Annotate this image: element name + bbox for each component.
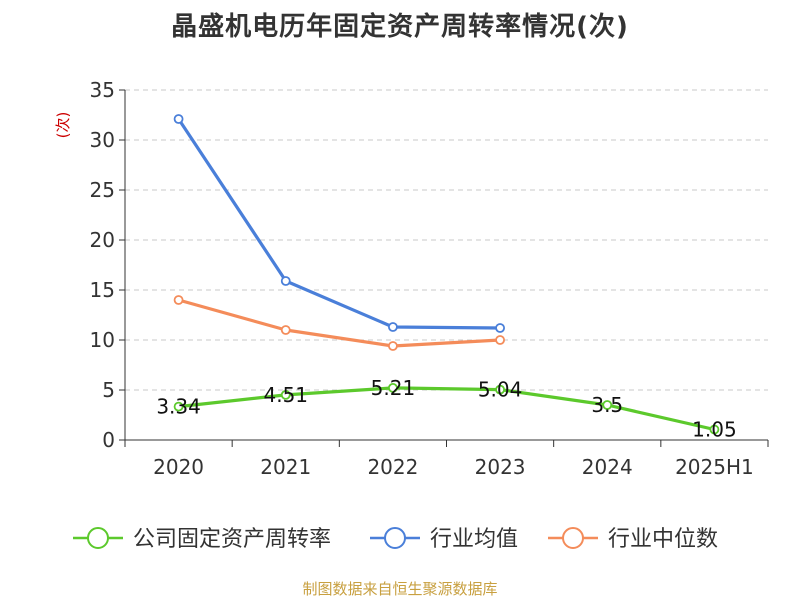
data-label: 3.34: [156, 395, 201, 419]
data-label: 5.04: [478, 378, 523, 402]
data-label: 3.5: [591, 393, 623, 417]
legend-swatch-marker: [87, 527, 109, 549]
y-tick-label: 0: [102, 428, 115, 452]
series-line: [177, 117, 502, 330]
data-source-note: 制图数据来自恒生聚源数据库: [302, 580, 498, 598]
series-points: [173, 114, 720, 435]
y-axis-label: (次): [54, 112, 72, 139]
data-point: [280, 276, 291, 286]
y-tick-label: 5: [102, 378, 115, 402]
x-tick-label: 2023: [475, 455, 526, 479]
series-lines: [177, 117, 716, 432]
data-point: [173, 295, 184, 305]
x-tick-label: 2020: [153, 455, 204, 479]
data-point: [388, 382, 398, 393]
legend-swatch-marker: [384, 527, 406, 549]
legend-item: 行业均值: [370, 527, 518, 552]
x-tick-label: 2021: [260, 455, 311, 479]
y-tick-label: 25: [90, 178, 115, 202]
data-label: 5.21: [371, 376, 416, 400]
y-axis-label-group: (次): [54, 112, 72, 139]
legend-label: 行业均值: [430, 527, 518, 552]
x-tick-label: 2022: [367, 455, 418, 479]
data-point: [495, 335, 505, 345]
data-labels: 3.34 4.51 5.21 5.04 3.5 1.05: [156, 376, 736, 442]
y-tick-label: 10: [90, 328, 115, 352]
legend-label: 行业中位数: [608, 527, 718, 552]
data-point: [388, 322, 398, 332]
series-line: [177, 298, 502, 348]
data-point: [280, 389, 291, 400]
series-line: [177, 386, 716, 432]
data-point: [388, 341, 398, 351]
data-point: [495, 384, 505, 395]
data-point: [173, 401, 184, 412]
data-point: [602, 400, 613, 410]
axes: 0 5 10 15 20 25 30 35 2020 2021 2022 2023 2024 2025H1: [90, 78, 769, 479]
y-tick-label: 20: [90, 228, 115, 252]
data-point: [495, 323, 505, 333]
legend-swatch-marker: [562, 527, 584, 549]
data-point: [280, 325, 291, 335]
data-label: 4.51: [263, 383, 308, 407]
x-tick-label: 2024: [582, 455, 633, 479]
legend: 公司固定资产周转率 行业均值 行业中位数: [73, 527, 718, 552]
data-label: 1.05: [692, 418, 737, 442]
y-tick-label: 35: [90, 78, 115, 102]
y-tick-label: 30: [90, 128, 115, 152]
chart-title: 晶盛机电历年固定资产周转率情况(次): [171, 12, 629, 42]
data-point: [173, 114, 184, 124]
legend-item: 公司固定资产周转率: [73, 527, 331, 552]
x-tick-label: 2025H1: [675, 455, 754, 479]
gridlines: [125, 89, 768, 391]
legend-label: 公司固定资产周转率: [133, 527, 331, 552]
data-point: [709, 424, 720, 435]
y-tick-label: 15: [90, 278, 115, 302]
legend-item: 行业中位数: [548, 527, 718, 552]
